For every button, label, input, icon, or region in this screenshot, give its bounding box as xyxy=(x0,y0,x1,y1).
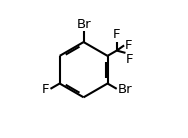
Text: Br: Br xyxy=(118,83,132,96)
Text: F: F xyxy=(125,39,132,51)
Text: F: F xyxy=(126,53,133,66)
Text: Br: Br xyxy=(76,18,91,31)
Text: F: F xyxy=(113,28,121,41)
Text: F: F xyxy=(42,83,50,96)
